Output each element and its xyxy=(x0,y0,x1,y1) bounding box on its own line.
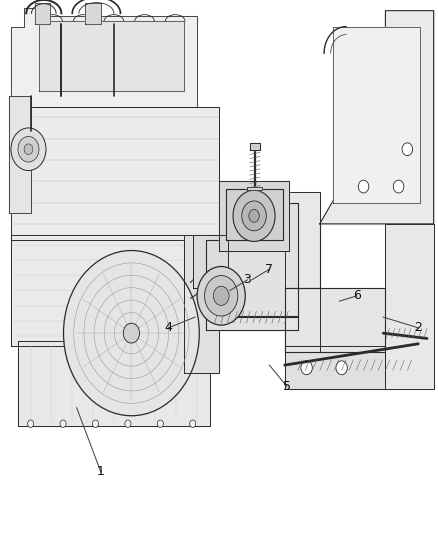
Text: 3: 3 xyxy=(244,273,251,286)
Circle shape xyxy=(190,420,196,427)
Polygon shape xyxy=(11,235,219,346)
Text: 7: 7 xyxy=(265,263,273,276)
Polygon shape xyxy=(250,143,260,150)
Circle shape xyxy=(213,286,229,305)
Text: 4: 4 xyxy=(165,321,173,334)
Circle shape xyxy=(24,144,33,155)
Polygon shape xyxy=(226,189,283,240)
Circle shape xyxy=(157,420,163,427)
Polygon shape xyxy=(333,27,420,203)
Polygon shape xyxy=(39,21,184,91)
Circle shape xyxy=(60,420,66,427)
Polygon shape xyxy=(11,107,219,240)
Polygon shape xyxy=(219,181,289,251)
Text: 5: 5 xyxy=(283,380,291,393)
Circle shape xyxy=(197,266,245,325)
Circle shape xyxy=(92,420,99,427)
Polygon shape xyxy=(206,203,298,330)
Polygon shape xyxy=(11,8,197,107)
Circle shape xyxy=(11,128,46,171)
Circle shape xyxy=(233,190,275,241)
Text: 1: 1 xyxy=(97,465,105,478)
Text: 6: 6 xyxy=(353,289,361,302)
Polygon shape xyxy=(285,192,320,352)
Polygon shape xyxy=(9,96,31,213)
Circle shape xyxy=(301,361,312,375)
Circle shape xyxy=(336,361,347,375)
Circle shape xyxy=(125,420,131,427)
Circle shape xyxy=(242,201,266,231)
Polygon shape xyxy=(18,341,210,426)
Circle shape xyxy=(393,180,404,193)
Polygon shape xyxy=(285,346,385,389)
Polygon shape xyxy=(85,3,101,24)
Polygon shape xyxy=(35,3,50,24)
Circle shape xyxy=(18,136,39,162)
Circle shape xyxy=(205,276,238,316)
Circle shape xyxy=(249,209,259,222)
Polygon shape xyxy=(184,235,219,373)
Circle shape xyxy=(358,180,369,193)
Circle shape xyxy=(64,251,199,416)
Polygon shape xyxy=(320,11,434,224)
Text: 2: 2 xyxy=(414,321,422,334)
Circle shape xyxy=(123,323,140,343)
Polygon shape xyxy=(385,224,434,389)
Polygon shape xyxy=(193,235,228,288)
Circle shape xyxy=(28,420,34,427)
Polygon shape xyxy=(247,187,262,190)
Polygon shape xyxy=(285,288,385,352)
Circle shape xyxy=(402,143,413,156)
